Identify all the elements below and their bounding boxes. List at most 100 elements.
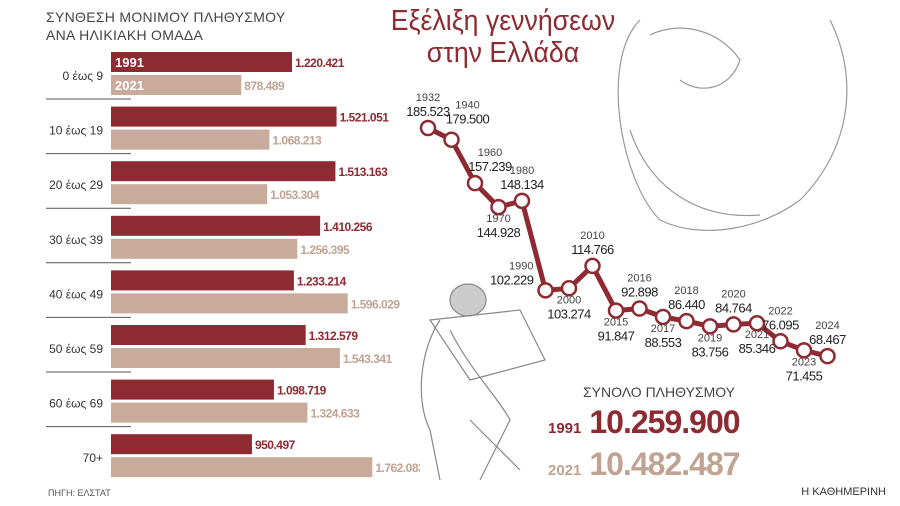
bar-chart-title: ΣΥΝΘΕΣΗ ΜΟΝΙΜΟΥ ΠΛΗΘΥΣΜΟΥ ΑΝΑ ΗΛΙΚΙΑΚΗ Ο… (46, 8, 286, 44)
value-label: 71.455 (786, 368, 823, 383)
value-label: 103.274 (547, 306, 591, 321)
bar-value-label: 1.596.029 (351, 297, 401, 311)
pregnant-belly-illustration (617, 19, 848, 231)
year-label: 1980 (510, 165, 534, 177)
data-point-2024 (819, 347, 836, 365)
category-label: 30 έως 39 (49, 233, 103, 247)
data-point-2016 (631, 300, 648, 317)
source-note: ΠΗΓΗ: ΕΛΣΤΑΤ (48, 488, 111, 498)
year-label: 1932 (416, 92, 440, 104)
bar-value-label: 1.233.214 (297, 274, 347, 288)
bar-value-label: 1.220.421 (295, 56, 345, 70)
bar-value-label: 1.068.213 (272, 134, 322, 148)
bar-2021 (111, 293, 348, 314)
line-chart-title: Εξέλιξη γεννήσεων στην Ελλάδα (379, 5, 627, 69)
category-label: 70+ (83, 451, 103, 465)
category-label: 0 έως 9 (62, 69, 103, 83)
data-point-2023 (795, 342, 813, 359)
value-label: 179.500 (446, 112, 490, 127)
year-label: 2020 (721, 288, 745, 300)
data-point-1940 (443, 131, 460, 148)
bar-2021 (111, 348, 340, 368)
bar-value-label: 1.053.304 (270, 188, 320, 202)
data-point-2019 (701, 318, 719, 335)
year-label: 2024 (815, 320, 839, 332)
year-label: 1970 (486, 213, 510, 225)
value-label: 83.756 (692, 344, 729, 359)
bar-value-label: 1.256.395 (300, 243, 350, 257)
year-label: 2023 (792, 356, 816, 368)
bar-2021 (111, 129, 270, 150)
year-label: 1940 (455, 100, 479, 112)
year-label: 2010 (580, 230, 604, 242)
total-year: 1991 (548, 420, 582, 437)
total-value: 10.259.900 (589, 404, 740, 440)
value-label: 102.229 (490, 272, 534, 287)
value-label: 84.764 (715, 300, 752, 315)
bar-2021 (111, 402, 308, 423)
year-label: 2000 (557, 294, 581, 306)
total-2021: 2021 10.482.487 (548, 446, 741, 483)
data-point-1932 (419, 119, 437, 137)
year-label: 1990 (509, 260, 533, 272)
bar-title-line: ΑΝΑ ΗΛΙΚΙΑΚΗ ΟΜΑΔΑ (46, 27, 204, 43)
total-value: 10.482.487 (589, 446, 740, 482)
data-point-1970 (490, 198, 507, 216)
value-label: 76.095 (762, 317, 799, 332)
bar-1991 (111, 161, 336, 182)
year-label: 2018 (674, 285, 698, 297)
value-label: 157.239 (468, 159, 512, 174)
value-label: 91.847 (598, 329, 635, 344)
old-man-reading-illustration (420, 283, 546, 481)
year-label: 1960 (478, 147, 502, 159)
bar-2021 (111, 184, 268, 205)
legend-2021: 2021 (115, 78, 144, 93)
data-point-1960 (466, 174, 484, 192)
data-point-2000 (560, 280, 578, 297)
age-group-bar-chart: 0 έως 9 1.220.421 1991 878.489 2021 10 έως 19… (46, 52, 420, 478)
bar-value-label: 1.410.256 (323, 220, 373, 234)
title-line: Εξέλιξη γεννήσεων (390, 5, 616, 37)
total-year: 2021 (548, 462, 582, 479)
value-label: 86.440 (668, 297, 705, 312)
bar-1991 (111, 215, 321, 236)
value-label: 85.346 (739, 341, 776, 356)
year-label: 2019 (698, 332, 722, 344)
value-label: 144.928 (477, 225, 521, 240)
bar-1991 (111, 270, 294, 291)
bar-1991 (111, 52, 292, 72)
data-point-2017 (654, 308, 672, 326)
bar-value-label: 950.497 (255, 438, 296, 452)
bar-value-label: 1.312.579 (309, 329, 359, 343)
bar-1991 (111, 379, 274, 400)
total-1991: 1991 10.259.900 (548, 404, 741, 441)
data-point-2020 (725, 316, 742, 333)
data-point-1990 (537, 282, 554, 299)
year-label: 2015 (604, 317, 628, 329)
bar-2021 (111, 457, 373, 478)
bar-value-label: 1.762.083 (375, 461, 420, 475)
bar-1991 (111, 325, 306, 345)
bar-value-label: 1.098.719 (277, 384, 327, 398)
value-label: 88.553 (645, 335, 682, 350)
category-label: 20 έως 29 (49, 178, 103, 192)
data-point-2015 (607, 302, 625, 319)
bar-value-label: 1.521.051 (340, 111, 390, 125)
legend-1991: 1991 (115, 55, 144, 70)
bar-value-label: 1.543.341 (343, 352, 393, 366)
bar-1991 (111, 106, 337, 127)
bar-value-label: 1.324.633 (310, 407, 360, 421)
value-label: 114.766 (571, 242, 614, 257)
bar-value-label: 1.513.163 (338, 165, 388, 179)
year-label: 2017 (651, 323, 675, 335)
title-line: στην Ελλάδα (426, 37, 580, 69)
year-label: 2021 (745, 329, 769, 341)
data-point-2018 (678, 312, 695, 330)
category-label: 40 έως 49 (49, 287, 103, 301)
bar-2021 (111, 238, 298, 259)
category-label: 50 έως 59 (49, 342, 103, 356)
data-point-2022 (772, 333, 789, 350)
data-point-2010 (584, 257, 601, 275)
data-point-2021 (748, 314, 766, 332)
